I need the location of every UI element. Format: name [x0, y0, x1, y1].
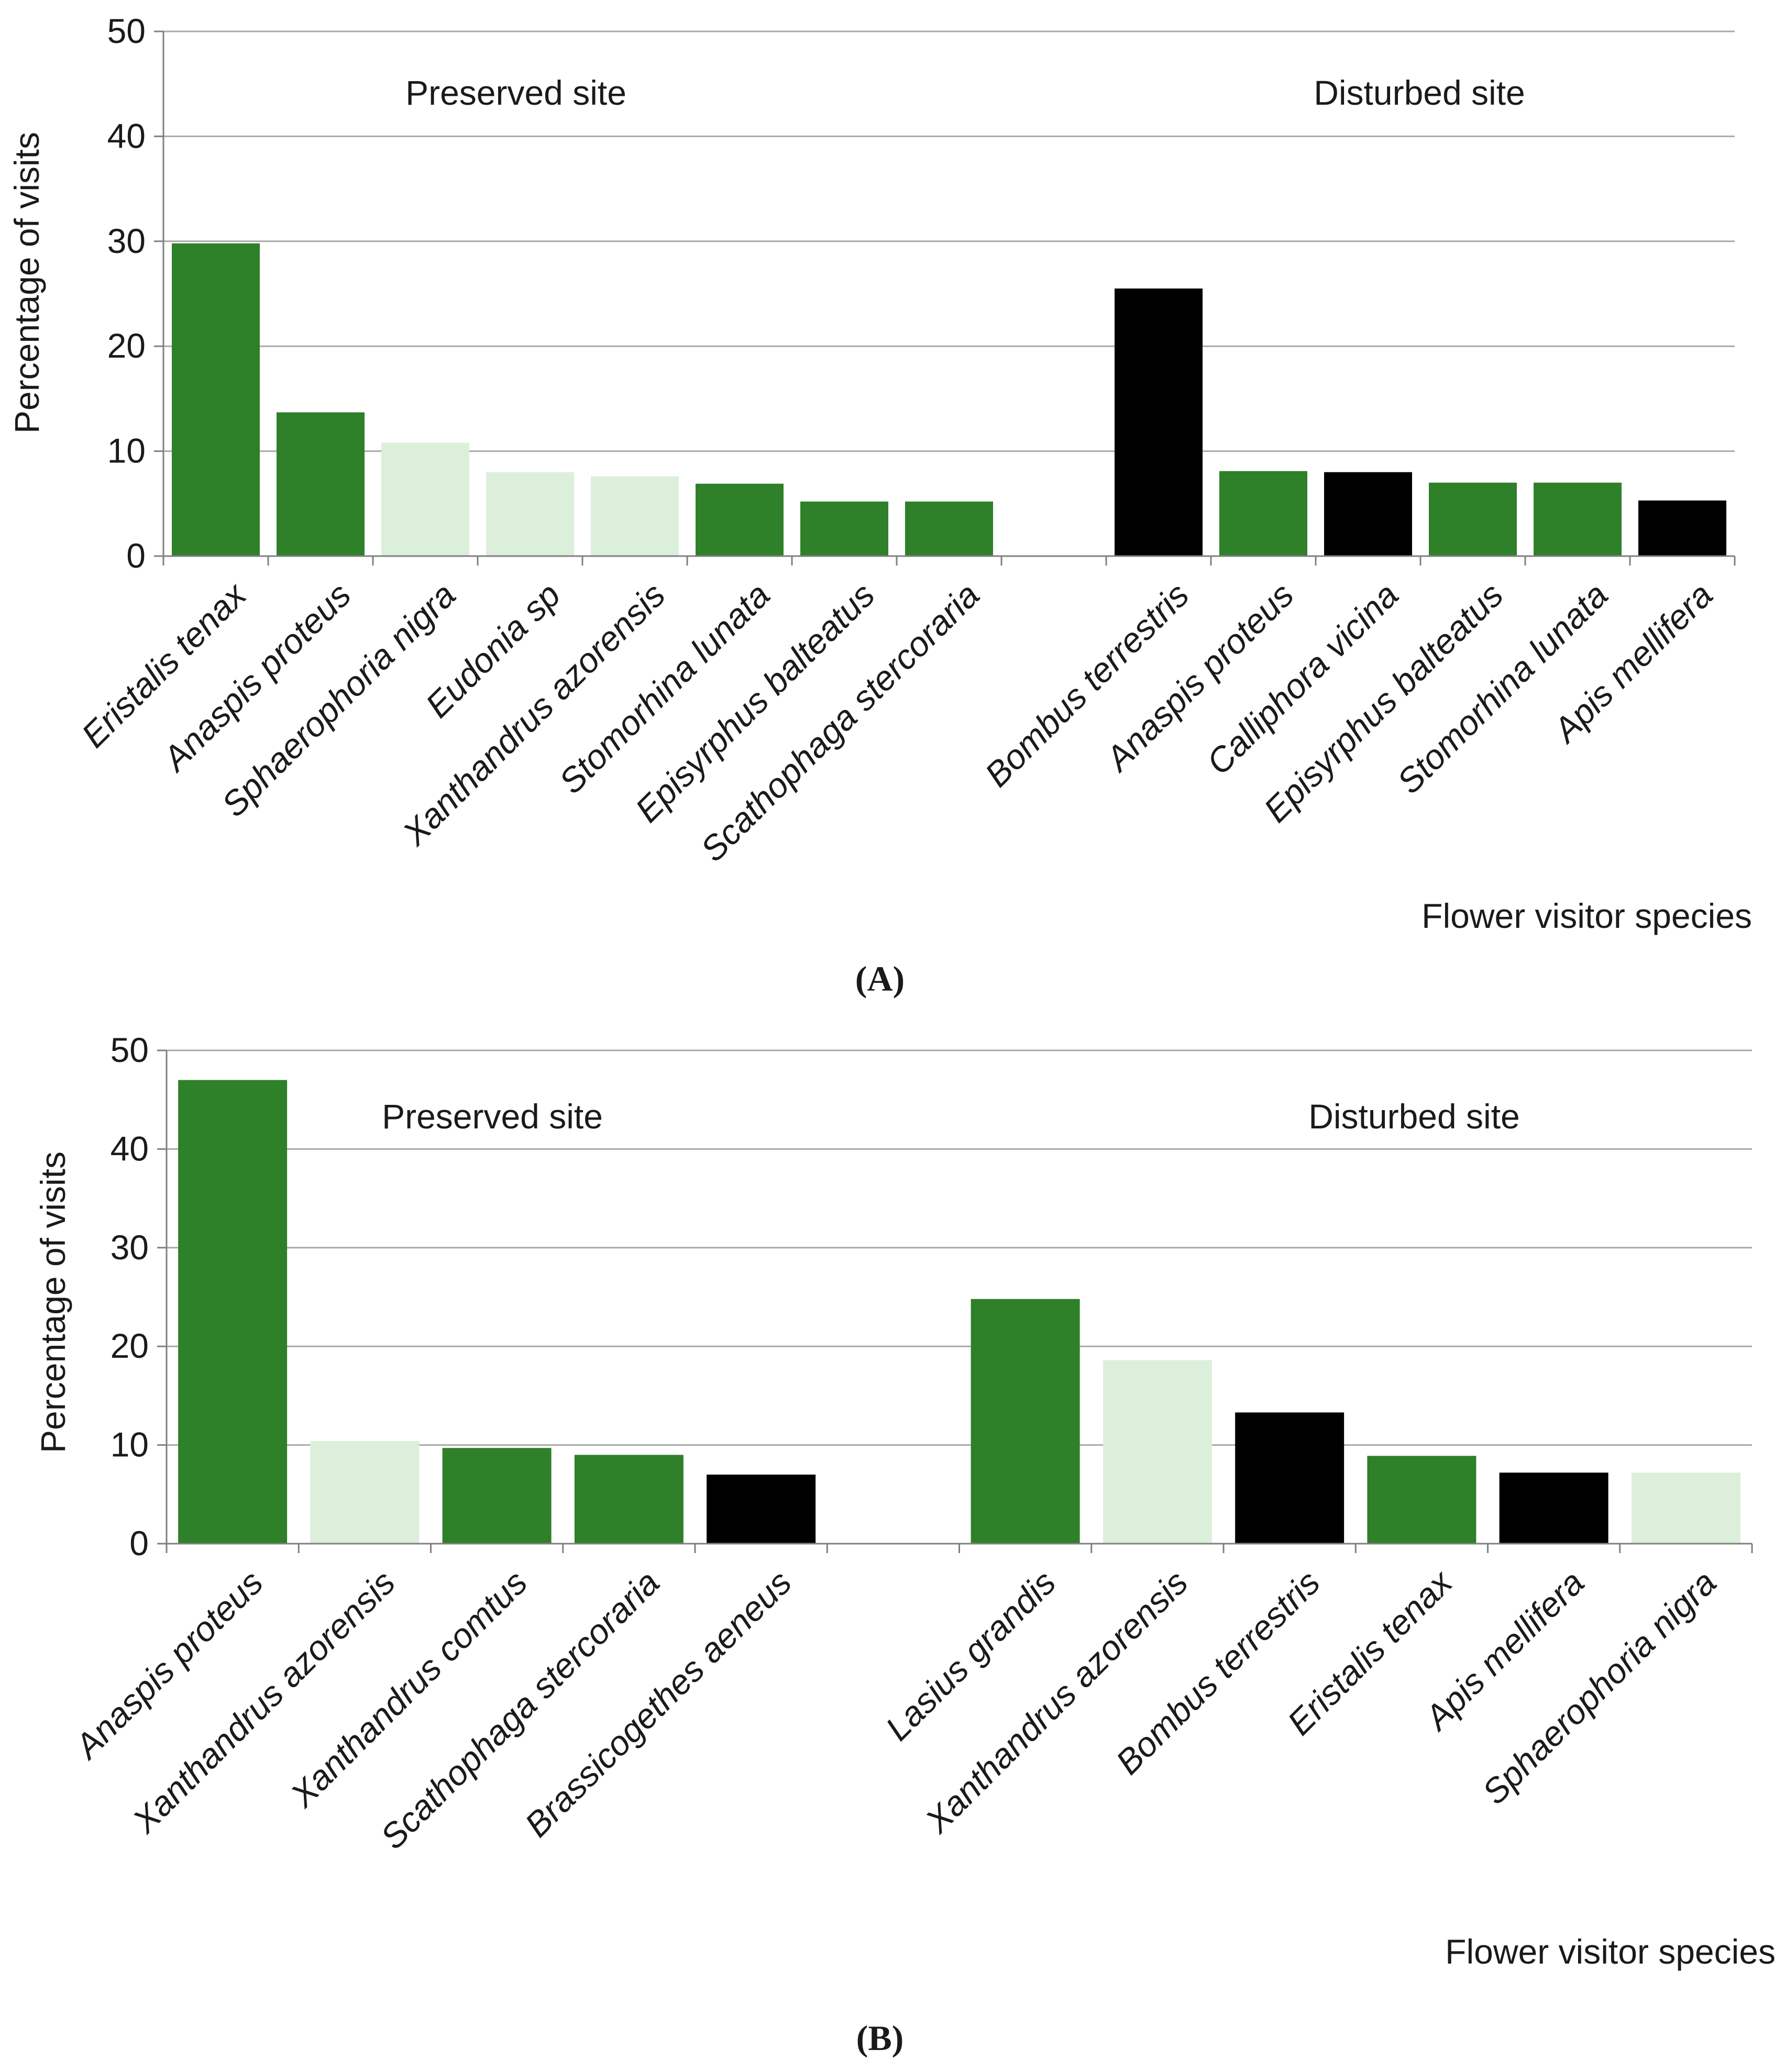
- chart-b-bar-disturbed-sphaerophoria-nigra: [1631, 1472, 1740, 1544]
- chart-b-y-tick-label: 30: [111, 1228, 149, 1267]
- chart-a-y-tick-label: 50: [107, 12, 146, 50]
- chart-a-bar-preserved-sphaerophoria-nigra: [381, 442, 469, 556]
- chart-a-bar-disturbed-anaspis-proteus: [1219, 471, 1307, 556]
- chart-b-bar-disturbed-eristalis-tenax: [1367, 1456, 1477, 1544]
- chart-b-bar-preserved-brassicogethes-aeneus: [707, 1475, 816, 1544]
- chart-a-preserved-site-label: Preserved site: [405, 73, 626, 112]
- chart-a-bar-disturbed-stomorhina-lunata: [1534, 482, 1622, 556]
- chart-b-disturbed-site-label: Disturbed site: [1308, 1097, 1520, 1136]
- chart-a-bar-preserved-episyrphus-balteatus: [800, 501, 888, 556]
- chart-a-axes: [154, 30, 1736, 566]
- chart-a-bar-preserved-scathophaga-stercoraria: [905, 501, 993, 556]
- chart-a-panel-label: (A): [855, 959, 905, 999]
- chart-b-y-tick-labels: 0 10 20 30 40 50: [111, 1031, 149, 1563]
- chart-b-gridlines: [167, 1049, 1752, 1446]
- chart-a-disturbed-site-label: Disturbed site: [1314, 73, 1525, 112]
- chart-a-bar-preserved-xanthandrus-azorensis: [591, 476, 679, 556]
- chart-a-bar-disturbed-calliphora-vicina: [1324, 472, 1412, 556]
- chart-b-y-tick-label: 10: [111, 1425, 149, 1464]
- chart-a-bar-preserved-eudonia-sp: [486, 472, 574, 556]
- chart-b-y-axis-label: Percentage of visits: [34, 1151, 72, 1453]
- chart-a-x-axis-label: Flower visitor species: [1422, 896, 1752, 935]
- chart-a-bar-preserved-anaspis-proteus: [277, 412, 365, 556]
- chart-a-y-tick-labels: 0 10 20 30 40 50: [107, 12, 146, 575]
- chart-a-y-tick-label: 40: [107, 116, 146, 155]
- chart-b-y-tick-label: 0: [129, 1524, 149, 1563]
- chart-b-y-tick-label: 50: [111, 1031, 149, 1069]
- chart-a-y-tick-label: 30: [107, 221, 146, 260]
- chart-a-y-tick-label: 20: [107, 326, 146, 365]
- chart-a-y-axis-label: Percentage of visits: [7, 132, 46, 434]
- chart-a-bar-preserved-stomorhina-lunata: [696, 483, 784, 556]
- chart-b-x-axis-label: Flower visitor species: [1445, 1932, 1776, 1971]
- chart-b-bar-disturbed-xanthandrus-azorensis: [1103, 1360, 1212, 1544]
- chart-b-y-tick-label: 20: [111, 1326, 149, 1365]
- chart-b-axes: [157, 1049, 1753, 1553]
- chart-b-bar-disturbed-bombus-terrestris: [1235, 1412, 1345, 1544]
- chart-a-bar-disturbed-episyrphus-balteatus: [1429, 482, 1517, 556]
- chart-b-bars: [178, 1080, 1740, 1544]
- chart-b-bar-preserved-scathophaga-stercoraria: [574, 1455, 684, 1544]
- chart-a-bar-disturbed-apis-mellifera: [1638, 500, 1726, 556]
- chart-b-bar-preserved-xanthandrus-azorensis: [310, 1441, 420, 1544]
- chart-b-preserved-site-label: Preserved site: [382, 1097, 603, 1136]
- chart-b-bar-preserved-anaspis-proteus: [178, 1080, 288, 1544]
- chart-b-bar-preserved-xanthandrus-comtus: [442, 1448, 552, 1544]
- chart-a-bar-preserved-eristalis-tenax: [172, 243, 260, 557]
- chart-b-y-tick-label: 40: [111, 1129, 149, 1168]
- chart-a-y-tick-label: 0: [126, 536, 146, 575]
- chart-a-y-tick-label: 10: [107, 431, 146, 470]
- chart-a-bars: [172, 243, 1726, 557]
- chart-a-bar-disturbed-bombus-terrestris: [1115, 288, 1203, 556]
- chart-b-bar-disturbed-lasius-grandis: [971, 1299, 1080, 1544]
- chart-b-panel-label: (B): [856, 2018, 904, 2058]
- chart-b-bar-disturbed-apis-mellifera: [1499, 1472, 1608, 1544]
